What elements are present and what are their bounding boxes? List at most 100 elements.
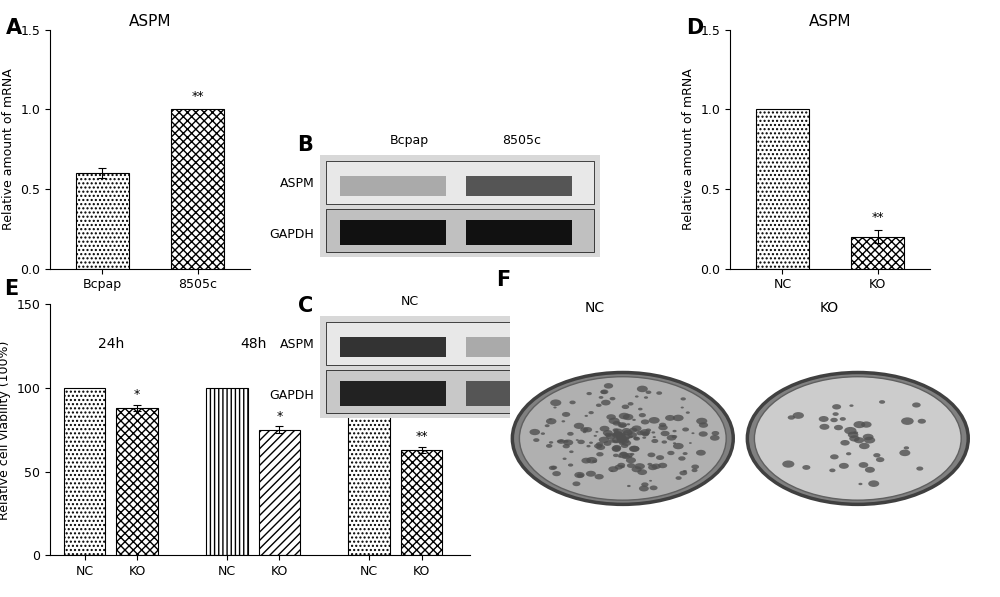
Circle shape (642, 431, 649, 435)
Circle shape (569, 401, 576, 404)
Text: **: ** (871, 211, 884, 224)
Circle shape (754, 377, 961, 500)
Circle shape (683, 452, 688, 455)
Circle shape (627, 485, 631, 487)
Circle shape (640, 429, 650, 435)
Circle shape (614, 429, 623, 434)
Circle shape (552, 471, 561, 476)
Circle shape (613, 447, 617, 450)
Circle shape (553, 407, 557, 408)
Circle shape (853, 421, 865, 428)
Circle shape (621, 444, 628, 448)
Circle shape (583, 431, 587, 433)
Circle shape (901, 417, 914, 425)
Circle shape (561, 420, 565, 423)
Circle shape (625, 453, 633, 458)
Text: B: B (298, 135, 313, 155)
Circle shape (628, 432, 637, 438)
Circle shape (580, 427, 588, 432)
Circle shape (840, 417, 846, 421)
Circle shape (617, 421, 621, 424)
Bar (340, 381, 446, 406)
Circle shape (617, 438, 623, 441)
Bar (466, 381, 572, 406)
Circle shape (865, 467, 875, 473)
Circle shape (849, 435, 860, 442)
Text: A: A (6, 18, 22, 38)
Circle shape (541, 432, 545, 435)
Circle shape (830, 418, 838, 422)
Circle shape (549, 466, 556, 470)
Circle shape (658, 463, 667, 468)
Circle shape (876, 457, 884, 462)
Circle shape (608, 466, 618, 472)
Circle shape (519, 377, 726, 500)
Circle shape (699, 422, 708, 428)
Circle shape (615, 464, 623, 470)
Bar (64, 388, 105, 555)
Circle shape (861, 421, 872, 427)
Circle shape (844, 427, 857, 434)
Circle shape (649, 480, 652, 482)
Text: *: * (134, 389, 140, 401)
Circle shape (912, 402, 921, 408)
Circle shape (559, 439, 564, 442)
Circle shape (667, 435, 676, 441)
Circle shape (658, 424, 668, 430)
Circle shape (859, 462, 868, 468)
Circle shape (557, 440, 561, 442)
Bar (326, 161, 594, 204)
Circle shape (632, 426, 642, 432)
Circle shape (710, 435, 720, 441)
Bar (851, 237, 904, 269)
Circle shape (712, 431, 719, 436)
Circle shape (618, 422, 627, 428)
Circle shape (691, 464, 699, 469)
Bar (756, 109, 809, 269)
Circle shape (606, 433, 616, 439)
Text: **: ** (415, 430, 428, 443)
Circle shape (613, 431, 622, 437)
Circle shape (691, 432, 695, 434)
Circle shape (642, 432, 649, 436)
Circle shape (829, 469, 836, 472)
Text: 48h: 48h (240, 337, 266, 351)
Circle shape (612, 436, 623, 443)
Circle shape (621, 432, 626, 435)
Circle shape (567, 432, 574, 436)
Circle shape (581, 458, 591, 463)
Circle shape (546, 444, 552, 448)
Circle shape (659, 423, 666, 427)
Circle shape (609, 417, 620, 424)
Circle shape (600, 426, 609, 432)
Circle shape (689, 442, 692, 444)
Circle shape (678, 456, 686, 461)
Circle shape (572, 481, 580, 486)
Y-axis label: Relative cell viability (100%): Relative cell viability (100%) (0, 340, 11, 519)
Circle shape (863, 434, 874, 440)
Text: 8505c: 8505c (502, 134, 541, 147)
Circle shape (686, 411, 690, 414)
Title: ASPM: ASPM (809, 14, 851, 29)
Bar (340, 176, 446, 196)
Circle shape (673, 442, 676, 444)
Circle shape (645, 429, 651, 432)
Circle shape (879, 400, 885, 404)
Circle shape (563, 457, 567, 460)
Circle shape (650, 485, 658, 490)
Circle shape (819, 416, 829, 422)
Circle shape (594, 444, 602, 448)
Circle shape (622, 454, 630, 459)
Circle shape (632, 466, 642, 472)
Text: KO: KO (820, 301, 839, 315)
Circle shape (620, 439, 627, 442)
Circle shape (557, 439, 565, 444)
Circle shape (629, 435, 633, 438)
Text: Bcpap: Bcpap (390, 134, 429, 147)
Circle shape (568, 463, 573, 467)
Circle shape (583, 427, 592, 432)
Bar (116, 408, 158, 555)
Circle shape (846, 452, 851, 456)
Bar (326, 322, 594, 365)
Circle shape (616, 432, 622, 435)
